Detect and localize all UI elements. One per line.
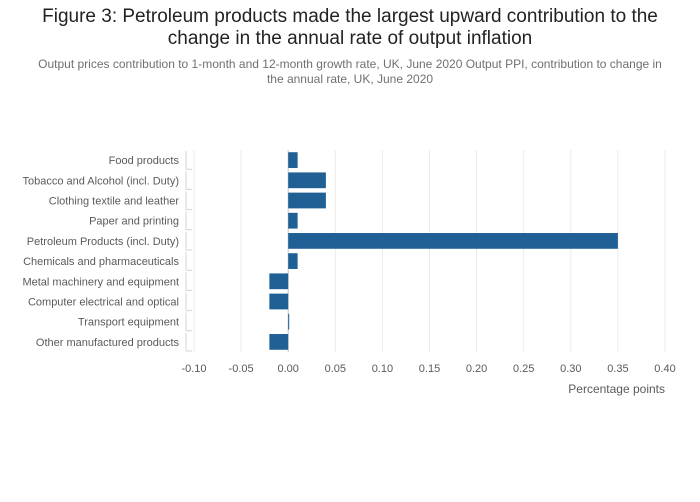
chart-title: Figure 3: Petroleum products made the la… (0, 6, 700, 50)
category-label: Other manufactured products (36, 337, 180, 349)
category-label: Transport equipment (78, 317, 179, 329)
category-tick (185, 211, 192, 231)
bar (288, 253, 298, 269)
x-tick-labels: -0.10 -0.05 0.00 0.05 0.10 0.15 0.20 0.25 0.30 0.… (181, 363, 675, 375)
category-labels: Food products Tobacco and Alcohol (incl. … (22, 155, 179, 349)
category-label: Food products (109, 155, 180, 167)
x-tick-label: 0.20 (466, 363, 487, 375)
x-tick-label: 0.05 (325, 363, 346, 375)
category-tick (185, 332, 192, 352)
x-tick-label: 0.25 (513, 363, 534, 375)
category-label: Paper and printing (89, 216, 179, 228)
bar (269, 293, 289, 310)
bar (269, 273, 289, 290)
category-tick (185, 292, 192, 312)
category-tick (185, 231, 192, 251)
bar (269, 334, 289, 350)
x-tick-label: 0.15 (419, 363, 440, 375)
category-tick (185, 191, 192, 211)
category-label: Clothing textile and leather (49, 196, 180, 208)
x-tick-label: -0.10 (181, 363, 206, 375)
bar (288, 212, 298, 229)
category-label: Tobacco and Alcohol (incl. Duty) (22, 175, 179, 187)
category-label: Computer electrical and optical (28, 297, 179, 309)
category-tick (185, 252, 192, 271)
bar (288, 233, 618, 249)
category-label: Petroleum Products (incl. Duty) (27, 236, 179, 248)
bar (288, 172, 326, 189)
x-tick-label: 0.00 (277, 363, 298, 375)
x-tick-label: 0.10 (372, 363, 393, 375)
category-tick (185, 171, 192, 190)
grid-lines (185, 150, 666, 352)
x-tick-label: 0.40 (654, 363, 675, 375)
chart-title-line-2: change in the annual rate of output infl… (167, 28, 533, 49)
x-axis-title: Percentage points (568, 382, 665, 396)
bar (288, 192, 326, 209)
x-tick-label: -0.05 (229, 363, 254, 375)
category-label: Chemicals and pharmaceuticals (23, 256, 179, 268)
category-tick (185, 151, 192, 170)
category-tick (185, 272, 192, 291)
bar (288, 152, 298, 168)
category-label: Metal machinery and equipment (22, 276, 179, 288)
category-tick (185, 312, 192, 332)
chart-title-line-1: Figure 3: Petroleum products made the la… (42, 6, 658, 27)
x-tick-label: 0.30 (560, 363, 581, 375)
chart-subtitle: Output prices contribution to 1-month an… (38, 57, 662, 86)
bar (288, 313, 290, 330)
bars (269, 152, 618, 350)
x-tick-label: 0.35 (607, 363, 628, 375)
